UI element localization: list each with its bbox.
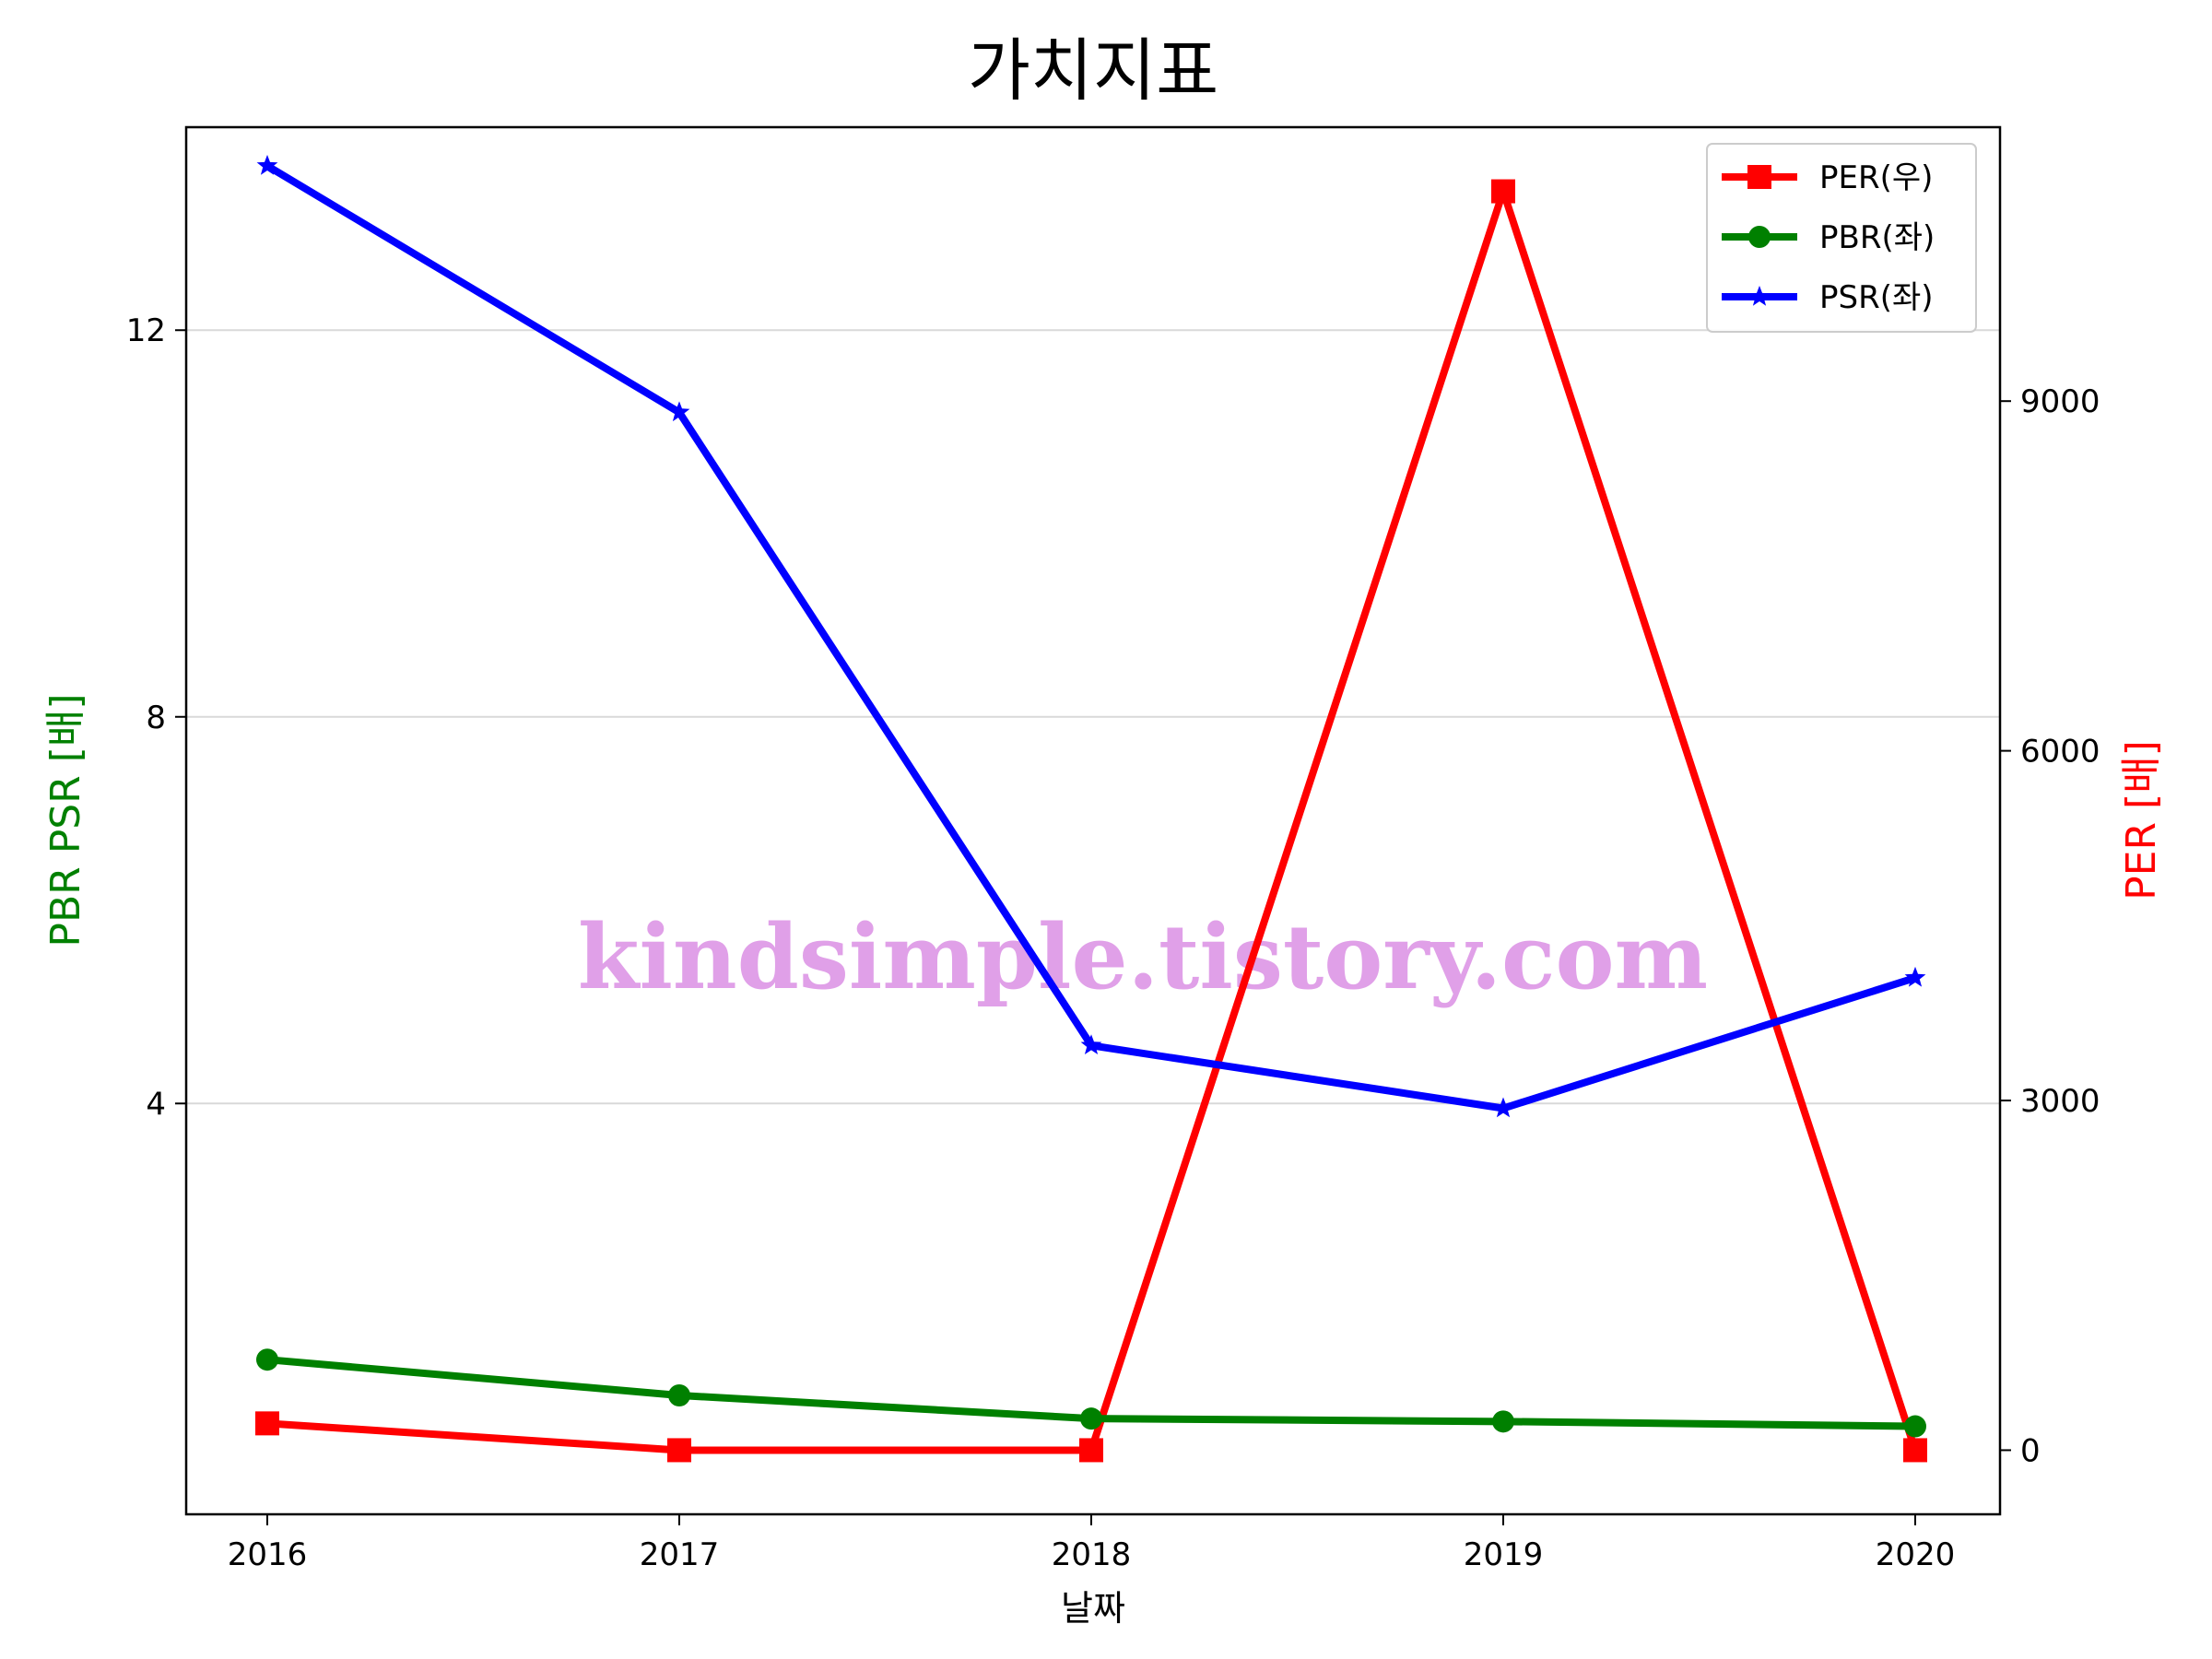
series-psr xyxy=(256,155,1926,1118)
data-point xyxy=(1904,966,1926,987)
right-axis-label: PER [배] xyxy=(2118,740,2165,900)
data-point xyxy=(1492,1410,1514,1433)
legend-swatch-marker xyxy=(1748,286,1771,306)
data-point xyxy=(256,155,278,175)
x-tick-label: 2017 xyxy=(640,1536,720,1573)
right-tick-label: 0 xyxy=(2020,1432,2041,1469)
data-point xyxy=(1492,1097,1514,1118)
right-axis-ticks: 0 3000 6000 9000 xyxy=(2000,383,2100,1469)
legend-entry-label: PSR(좌) xyxy=(1819,279,1934,316)
data-point xyxy=(1491,179,1515,204)
data-point xyxy=(668,401,690,422)
plot-frame xyxy=(184,125,2002,1516)
data-point xyxy=(1080,1034,1102,1054)
legend-swatch-marker xyxy=(1747,165,1771,189)
legend-box xyxy=(1706,143,1977,333)
grid-lines xyxy=(186,329,2000,1105)
legend-swatch-marker xyxy=(1748,226,1771,248)
left-tick-label: 8 xyxy=(146,700,166,736)
data-point xyxy=(667,1438,691,1463)
legend-entry-label: PER(우) xyxy=(1819,159,1933,196)
x-tick-label: 2019 xyxy=(1464,1536,1544,1573)
x-axis-label: 날짜 xyxy=(1061,1588,1125,1629)
data-point xyxy=(668,1384,690,1406)
data-point xyxy=(256,1348,278,1371)
watermark-text: kindsimple.tistory.com xyxy=(578,905,1708,1009)
x-tick-label: 2018 xyxy=(1052,1536,1132,1573)
chart-title: 가치지표 xyxy=(968,31,1218,111)
series-line xyxy=(266,179,1919,1454)
data-point xyxy=(1079,1438,1103,1463)
legend: PER(우) PBR(좌) PSR(좌) xyxy=(1706,143,1977,333)
data-point xyxy=(255,1411,279,1436)
right-tick-label: 6000 xyxy=(2020,734,2100,771)
data-point xyxy=(1904,1415,1926,1438)
left-tick-label: 4 xyxy=(146,1086,166,1123)
data-point xyxy=(1080,1407,1102,1430)
data-point xyxy=(1903,1438,1927,1463)
series-group xyxy=(255,155,1927,1463)
right-tick-label: 3000 xyxy=(2020,1083,2100,1120)
x-tick-label: 2020 xyxy=(1876,1536,1956,1573)
left-axis-ticks: 4 8 12 xyxy=(126,312,186,1123)
series-pbr xyxy=(256,1348,1926,1438)
legend-entry-label: PBR(좌) xyxy=(1819,219,1935,256)
x-axis-ticks: 2016 2017 2018 2019 2020 xyxy=(228,1514,1956,1573)
left-tick-label: 12 xyxy=(126,312,166,349)
series-per xyxy=(255,179,1927,1463)
x-tick-label: 2016 xyxy=(228,1536,308,1573)
right-tick-label: 9000 xyxy=(2020,383,2100,420)
left-axis-label: PBR PSR [배] xyxy=(42,693,89,947)
